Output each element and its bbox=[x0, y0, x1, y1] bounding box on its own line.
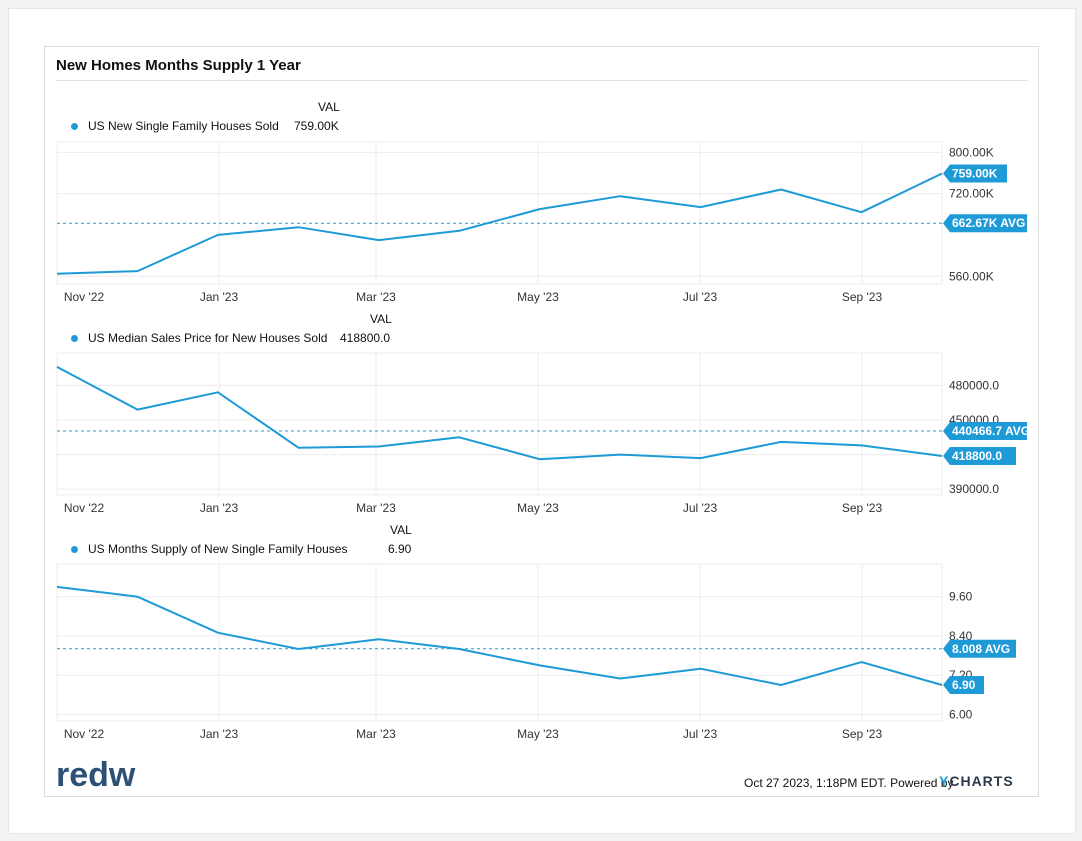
y-tick-label-3-2: 8.40 bbox=[949, 629, 973, 643]
footer-timestamp: Oct 27 2023, 1:18PM EDT. Powered by bbox=[744, 776, 954, 790]
x-tick-label-2-1: Jan '23 bbox=[200, 501, 239, 515]
series-line-1 bbox=[56, 172, 943, 275]
avg-label-3-bg bbox=[943, 639, 1016, 658]
legend-dot-1 bbox=[71, 123, 78, 130]
plot-frame-2 bbox=[56, 352, 943, 496]
ycharts-logo[interactable]: YCHARTS bbox=[939, 773, 1014, 789]
end-value-label-3: 6.90 bbox=[952, 678, 976, 692]
x-tick-label-2-3: May '23 bbox=[517, 501, 559, 515]
series-line-2 bbox=[56, 366, 943, 461]
x-tick-label-2-2: Mar '23 bbox=[356, 501, 396, 515]
redw-logo: redw bbox=[56, 756, 136, 794]
x-tick-label-3-3: May '23 bbox=[517, 727, 559, 741]
y-tick-label-2-3: 480000.0 bbox=[949, 378, 999, 392]
avg-label-1-bg bbox=[943, 214, 1027, 233]
x-tick-label-2-5: Sep '23 bbox=[842, 501, 883, 515]
legend-series-name-1: US New Single Family Houses Sold bbox=[88, 119, 279, 133]
legend-header-3: VAL bbox=[390, 523, 412, 537]
ycharts-logo-text: CHARTS bbox=[949, 773, 1014, 789]
legend-series-value-2: 418800.0 bbox=[340, 331, 391, 345]
legend-series-name-2: US Median Sales Price for New Houses Sol… bbox=[88, 331, 328, 345]
legend-header-1: VAL bbox=[318, 100, 340, 114]
series-line-3 bbox=[56, 585, 943, 686]
end-value-label-2-bg bbox=[943, 446, 1016, 465]
y-tick-label-1-2: 800.00K bbox=[949, 145, 994, 159]
x-tick-label-2-4: Jul '23 bbox=[683, 501, 718, 515]
avg-label-2: 440466.7 AVG bbox=[952, 424, 1030, 438]
y-tick-label-1-1: 720.00K bbox=[949, 187, 994, 201]
x-tick-label-1-5: Sep '23 bbox=[842, 290, 883, 304]
x-tick-label-1-0: Nov '22 bbox=[64, 290, 105, 304]
end-value-label-1-bg bbox=[943, 164, 1007, 183]
x-tick-label-1-3: May '23 bbox=[517, 290, 559, 304]
legend-series-value-3: 6.90 bbox=[388, 542, 412, 556]
legend-series-value-1: 759.00K bbox=[294, 119, 339, 133]
x-tick-label-1-4: Jul '23 bbox=[683, 290, 718, 304]
x-tick-label-3-4: Jul '23 bbox=[683, 727, 718, 741]
x-tick-label-2-0: Nov '22 bbox=[64, 501, 105, 515]
legend-series-name-3: US Months Supply of New Single Family Ho… bbox=[88, 542, 348, 556]
avg-label-1: 662.67K AVG bbox=[952, 216, 1025, 230]
title-divider bbox=[56, 80, 1028, 81]
plot-frame-3 bbox=[56, 563, 943, 722]
end-value-label-3-bg bbox=[943, 676, 984, 695]
x-tick-label-3-2: Mar '23 bbox=[356, 727, 396, 741]
x-tick-label-3-5: Sep '23 bbox=[842, 727, 883, 741]
x-tick-label-3-1: Jan '23 bbox=[200, 727, 239, 741]
ycharts-logo-y: Y bbox=[939, 773, 950, 789]
chart-card bbox=[44, 46, 1039, 797]
plot-frame-1 bbox=[56, 141, 943, 285]
avg-label-3: 8.008 AVG bbox=[952, 642, 1010, 656]
y-tick-label-3-3: 9.60 bbox=[949, 590, 973, 604]
chart-title: New Homes Months Supply 1 Year bbox=[56, 57, 301, 74]
legend-dot-3 bbox=[71, 546, 78, 553]
x-tick-label-1-1: Jan '23 bbox=[200, 290, 239, 304]
y-tick-label-1-0: 560.00K bbox=[949, 269, 994, 283]
y-tick-label-2-0: 390000.0 bbox=[949, 482, 999, 496]
avg-label-2-bg bbox=[943, 421, 1027, 440]
x-tick-label-3-0: Nov '22 bbox=[64, 727, 105, 741]
legend-dot-2 bbox=[71, 335, 78, 342]
end-value-label-2: 418800.0 bbox=[952, 449, 1002, 463]
end-value-label-1: 759.00K bbox=[952, 166, 998, 180]
legend-header-2: VAL bbox=[370, 312, 392, 326]
x-tick-label-1-2: Mar '23 bbox=[356, 290, 396, 304]
y-tick-label-3-0: 6.00 bbox=[949, 707, 973, 721]
